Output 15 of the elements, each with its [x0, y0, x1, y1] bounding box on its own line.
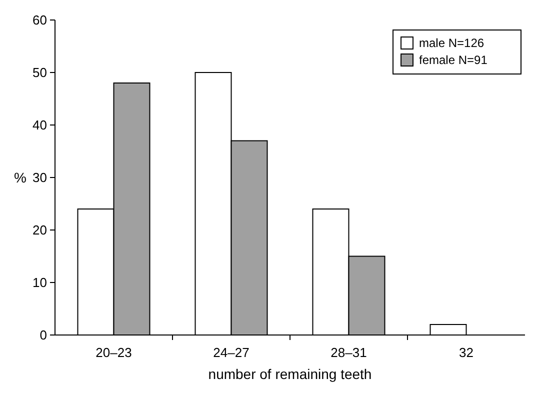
x-tick-label: 32 — [459, 345, 474, 360]
legend-label: female N=91 — [419, 53, 488, 68]
y-tick-label: 20 — [32, 222, 47, 238]
x-tick-label: 28–31 — [330, 345, 367, 360]
y-tick-label: 60 — [32, 12, 47, 28]
x-tick-label: 24–27 — [213, 345, 250, 360]
y-tick-label: 30 — [32, 170, 47, 186]
y-tick-label: 0 — [40, 328, 47, 343]
y-tick-label: 10 — [32, 275, 47, 290]
y-axis-title: % — [14, 169, 26, 186]
legend-label: male N=126 — [419, 36, 484, 50]
x-axis-title: number of remaining teeth — [208, 366, 372, 382]
y-tick-label: 40 — [32, 118, 47, 133]
x-tick-label: 20–23 — [96, 345, 132, 360]
y-tick-label: 50 — [32, 65, 47, 80]
